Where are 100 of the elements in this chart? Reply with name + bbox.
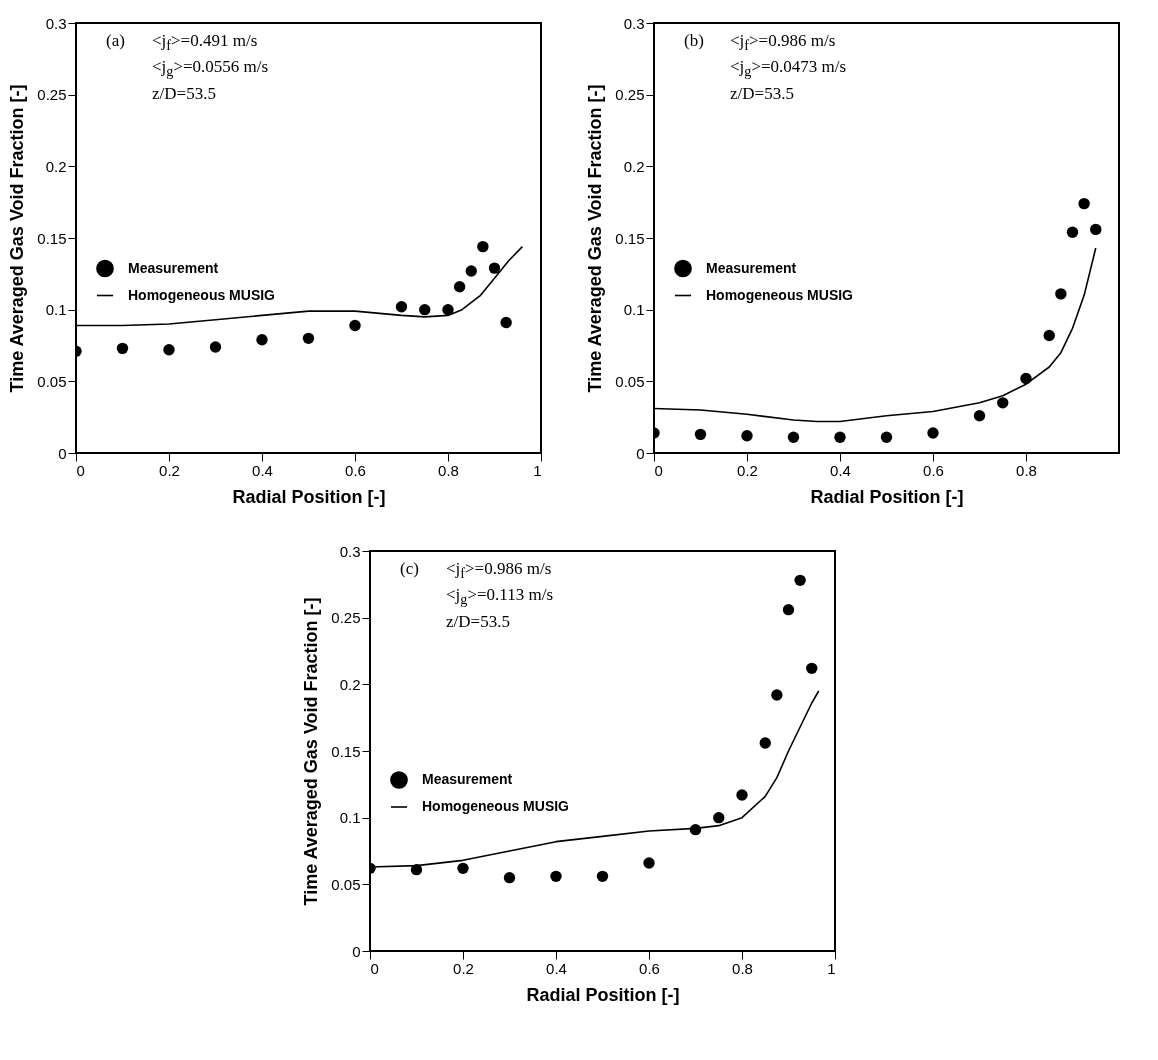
point [395,301,408,313]
x-tick-label: 0.4 [546,959,567,977]
legend-label: Homogeneous MUSIG [128,286,276,303]
y-tick-label: 0.2 [623,157,645,175]
point [453,281,466,293]
point [596,870,609,883]
x-tick-label: 0.4 [252,461,273,479]
y-tick-label: 0.15 [37,229,67,247]
point [550,870,562,883]
y-axis-title: Time Averaged Gas Void Fraction [-] [7,84,28,393]
point [741,430,753,442]
x-tick-label: 0.2 [159,461,180,479]
x-tick-label: 0.2 [737,461,758,479]
x-tick-label: 0.6 [923,461,944,479]
y-tick-label: 0.25 [37,86,67,104]
point [442,303,454,316]
y-axis-title: Time Averaged Gas Void Fraction [-] [585,84,606,393]
annotation: z/D=53.5 [446,610,511,632]
point [209,341,222,353]
y-tick-label: 0.05 [37,372,67,390]
point [1055,288,1067,300]
point [973,410,986,422]
y-tick-label: 0.3 [339,542,361,560]
point [488,262,501,274]
point [736,789,748,801]
point [465,265,477,277]
x-axis-title: Radial Position [-] [810,486,964,507]
y-tick-label: 0.2 [339,675,361,693]
annotation: <j$_{g}$>=0.0556 m/s [152,56,269,82]
point [694,428,707,441]
annotation: (b) [684,30,704,51]
point [256,334,268,346]
x-tick-label: 0 [76,461,85,479]
y-tick-label: 0.1 [623,301,645,319]
x-tick-label: 0 [654,461,663,479]
point [880,431,893,443]
y-tick-label: 0 [58,444,67,462]
y-tick-label: 0.05 [615,372,645,390]
point [771,689,783,701]
y-tick-label: 0.3 [623,14,645,32]
x-tick-label: 0.4 [830,461,851,479]
y-tick-label: 0.05 [331,875,361,893]
point [927,427,939,439]
x-tick-label: 0.6 [639,959,660,977]
annotation: <j$_{g}$>=0.0473 m/s [730,56,847,82]
point [1066,226,1079,238]
y-tick-label: 0 [636,444,645,462]
y-tick-label: 0.25 [615,86,645,104]
x-tick-label: 0.2 [453,959,474,977]
y-tick-label: 0.15 [615,229,645,247]
point [457,862,469,875]
point [806,662,818,675]
point [782,603,795,616]
y-tick-label: 0.25 [331,609,361,627]
annotation: <j$_{g}$>=0.113 m/s [446,584,553,610]
annotation: (c) [400,558,419,579]
point [302,332,315,345]
y-tick-label: 0 [352,942,361,960]
point [1020,372,1032,385]
point [643,857,655,869]
y-axis-title: Time Averaged Gas Void Fraction [-] [301,597,322,906]
x-tick-label: 1 [827,959,836,977]
y-tick-label: 0.2 [45,157,67,175]
annotation: <j$_{f}$>=0.491 m/s [152,30,259,56]
x-axis-title: Radial Position [-] [232,486,386,507]
point [419,303,431,316]
legend-label: Measurement [706,259,797,276]
point [787,431,800,443]
legend-label: Measurement [422,771,513,787]
x-tick-label: 1 [533,461,542,479]
point [349,319,361,332]
point [163,344,175,356]
point [997,397,1009,409]
point [759,737,771,749]
x-tick-label: 0.8 [438,461,459,479]
x-tick-label: 0.8 [1016,461,1037,479]
y-tick-label: 0.1 [339,809,361,827]
annotation: z/D=53.5 [730,82,795,104]
y-tick-label: 0.3 [45,14,67,32]
legend-label: Measurement [128,259,219,276]
y-tick-label: 0.15 [331,742,361,760]
point [1090,223,1102,236]
point [1078,197,1090,210]
x-tick-label: 0 [370,959,379,977]
point [503,871,516,884]
point [1043,329,1055,342]
annotation: z/D=53.5 [152,82,217,104]
x-tick-label: 0.8 [732,959,753,977]
x-axis-title: Radial Position [-] [526,984,680,1005]
annotation: <j$_{f}$>=0.986 m/s [730,30,837,56]
annotation: <j$_{f}$>=0.986 m/s [446,558,553,584]
point [834,431,846,443]
y-tick-label: 0.1 [45,301,67,319]
point [477,240,489,253]
point [116,342,129,355]
annotation: (a) [106,30,125,51]
legend-label: Homogeneous MUSIG [706,286,854,303]
legend-label: Homogeneous MUSIG [422,798,570,814]
point [713,811,725,824]
x-tick-label: 0.6 [345,461,366,479]
